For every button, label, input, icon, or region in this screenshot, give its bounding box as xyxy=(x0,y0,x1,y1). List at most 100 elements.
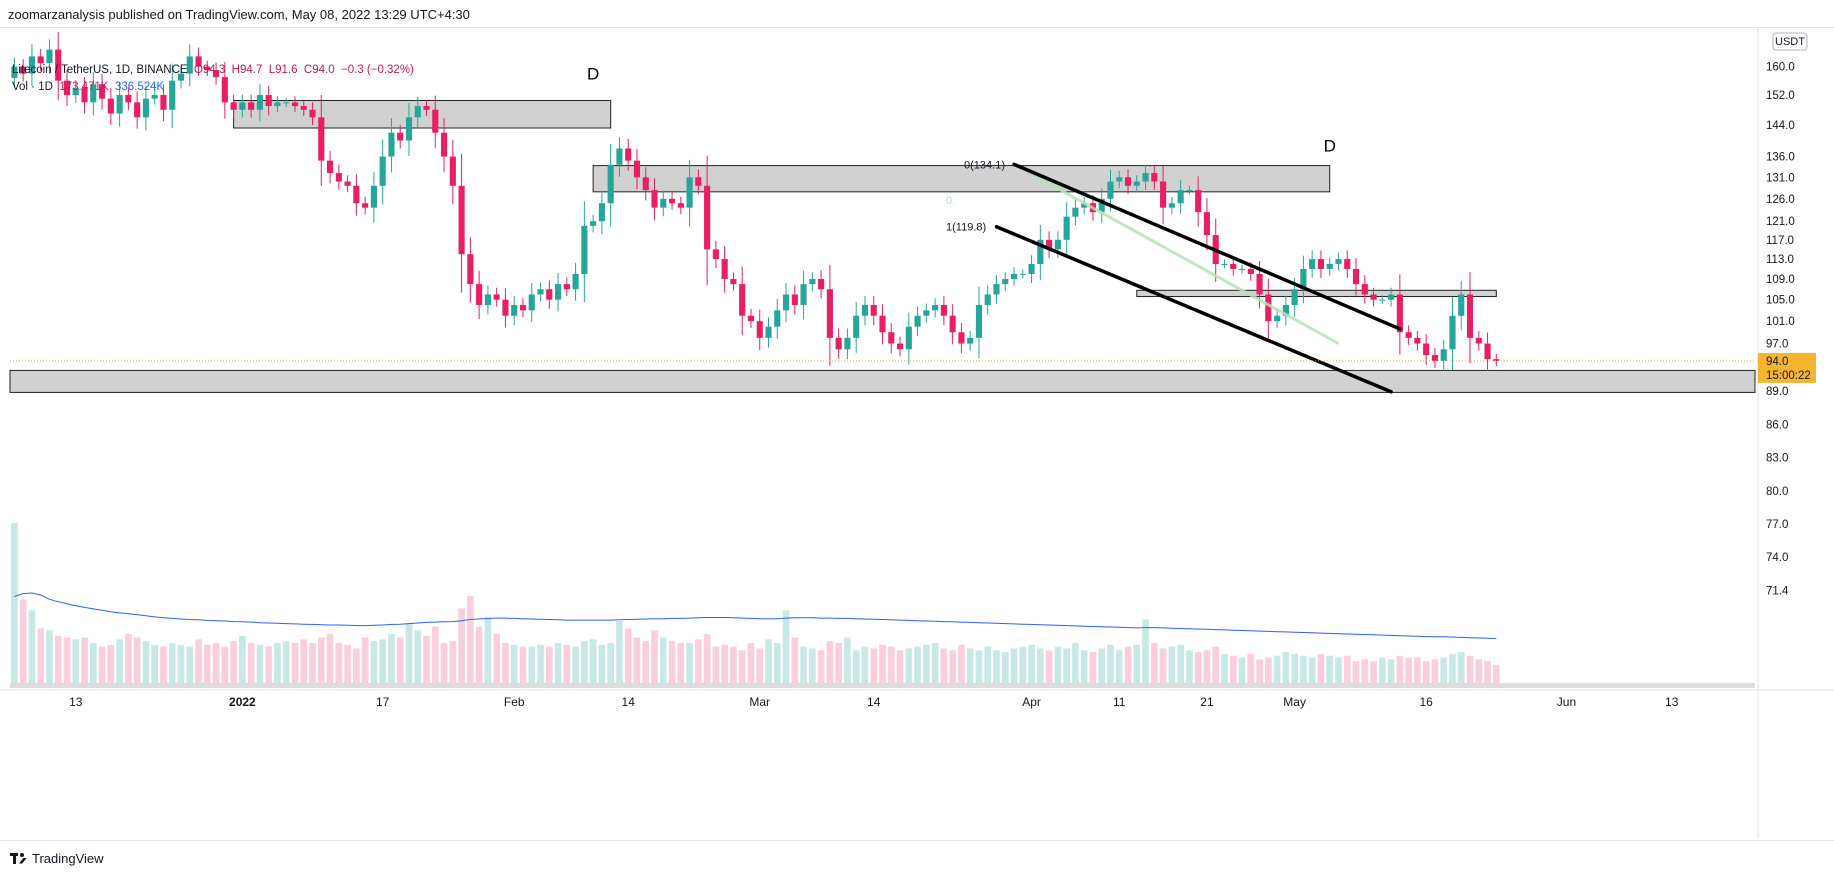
x-tick-label: 13 xyxy=(69,695,83,709)
volume-bar xyxy=(554,643,562,683)
candle-body xyxy=(1317,259,1325,269)
zone-rect-0[interactable] xyxy=(233,100,612,129)
candle-body xyxy=(1493,359,1500,361)
volume-bar xyxy=(431,626,439,683)
candle-body xyxy=(46,49,53,64)
volume-bar xyxy=(931,643,939,683)
volume-bar xyxy=(642,641,650,683)
candle-body xyxy=(826,289,833,338)
volume-bar xyxy=(1098,648,1106,683)
footer: TradingView xyxy=(0,840,1834,875)
volume-bar xyxy=(361,637,369,683)
y-tick-label: 74.0 xyxy=(1766,552,1788,564)
candle-body xyxy=(651,190,658,208)
legend-close: C94.0 xyxy=(303,64,335,76)
legend-volume-line: Vol · 1D 173.471K 336.524K xyxy=(12,79,414,96)
candle-body xyxy=(195,56,202,67)
candle-body xyxy=(879,315,886,333)
volume-bar xyxy=(133,637,141,683)
currency-badge[interactable] xyxy=(1772,32,1808,51)
legend-volume-label[interactable]: Vol · 1D xyxy=(12,81,53,93)
y-tick-label: 121.0 xyxy=(1766,216,1795,228)
candle-body xyxy=(607,164,614,204)
y-tick-label: 136.0 xyxy=(1766,152,1795,164)
volume-bar xyxy=(335,643,343,683)
candle-body xyxy=(835,337,842,350)
candle-body xyxy=(721,259,728,280)
y-tick-label: 77.0 xyxy=(1766,519,1788,531)
candle-body xyxy=(1230,263,1237,269)
candle-body xyxy=(1142,173,1149,182)
volume-bar xyxy=(958,644,965,683)
last-price-tag[interactable] xyxy=(1758,352,1816,383)
legend-symbol[interactable]: Litecoin / TetherUS, 1D, BINANCE xyxy=(12,64,188,76)
channel-trendline-1[interactable] xyxy=(994,224,1393,394)
candle-body xyxy=(563,284,570,290)
candle-body xyxy=(204,66,211,71)
candle-body xyxy=(230,102,237,110)
candle-body xyxy=(142,98,149,118)
candle-body xyxy=(625,148,632,161)
candle-body xyxy=(493,294,500,300)
candlestick-chart[interactable]: 0(134.1) 1(119.8) 0. D D 160.0 152.0 144.0 136.0… xyxy=(0,28,1834,838)
volume-bar xyxy=(353,648,360,683)
annotation-label-d-1: D xyxy=(1324,136,1336,155)
volume-bar xyxy=(1045,650,1053,683)
candle-body xyxy=(397,132,404,141)
candle-body xyxy=(940,304,947,316)
legend-change: −0.3 (−0.32%) xyxy=(341,64,414,76)
chart-frame[interactable]: 0(134.1) 1(119.8) 0. D D 160.0 152.0 144.0 136.0… xyxy=(0,28,1834,838)
candle-body xyxy=(967,337,974,344)
candle-body xyxy=(975,304,983,338)
y-tick-label: 131.0 xyxy=(1766,172,1795,184)
volume-bar xyxy=(1361,659,1369,683)
candle-body xyxy=(116,95,123,114)
volume-bar xyxy=(388,633,395,683)
volume-bar xyxy=(1010,648,1018,683)
volume-bar xyxy=(484,617,492,683)
candle-body xyxy=(914,315,921,327)
volume-bar xyxy=(1177,644,1184,683)
channel-trendline-0[interactable] xyxy=(1012,162,1402,331)
candle-body xyxy=(1081,203,1088,208)
candle-body xyxy=(1379,299,1386,301)
zone-rect-1[interactable] xyxy=(592,165,1331,193)
volume-bar xyxy=(177,644,185,683)
candle-body xyxy=(1484,343,1491,360)
volume-bar xyxy=(1133,644,1141,683)
candle-body xyxy=(519,304,527,311)
tradingview-logo[interactable]: TradingView xyxy=(10,851,104,866)
candle-body xyxy=(511,304,518,316)
x-tick-label: May xyxy=(1283,695,1306,709)
volume-bar xyxy=(256,644,264,683)
volume-bar xyxy=(1037,648,1044,683)
volume-bar xyxy=(747,643,755,683)
volume-bar xyxy=(870,648,878,683)
zone-rect-3[interactable] xyxy=(9,369,1756,393)
volume-bar xyxy=(528,646,536,683)
candle-body xyxy=(11,66,18,78)
candle-body xyxy=(1396,294,1403,333)
volume-bar xyxy=(405,623,413,683)
volume-bar xyxy=(160,646,167,683)
volume-bar xyxy=(589,639,597,683)
y-tick-label: 117.0 xyxy=(1766,235,1794,247)
volume-bar xyxy=(467,595,474,683)
candle-body xyxy=(747,315,755,322)
candle-body xyxy=(440,132,448,157)
volume-bar xyxy=(458,608,465,683)
fib-line[interactable] xyxy=(1013,163,1340,345)
candle-body xyxy=(1423,343,1430,356)
x-tick-label: 16 xyxy=(1419,695,1433,709)
volume-bar xyxy=(1378,657,1386,683)
volume-bar xyxy=(1352,661,1360,683)
volume-bar xyxy=(1072,643,1079,683)
volume-bar xyxy=(1492,664,1500,683)
volume-bar xyxy=(326,633,334,683)
volume-bar xyxy=(1115,650,1123,683)
x-tick-label: 14 xyxy=(622,695,636,709)
volume-bar xyxy=(1168,646,1176,683)
candle-body xyxy=(283,102,290,104)
candle-body xyxy=(1475,337,1482,344)
candle-body xyxy=(1168,203,1175,208)
